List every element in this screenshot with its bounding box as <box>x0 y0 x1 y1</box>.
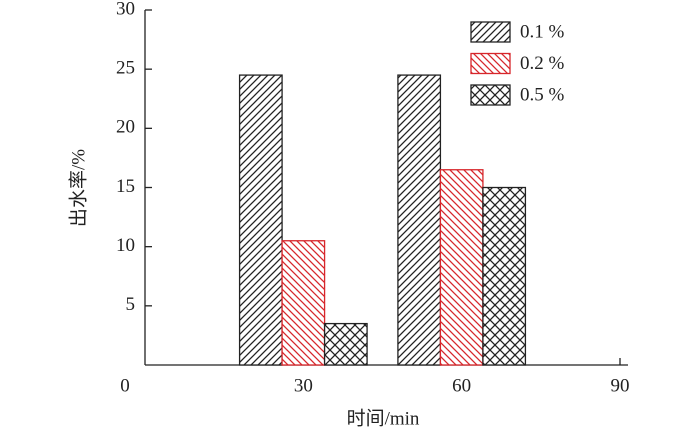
x-tick-label: 30 <box>294 375 313 396</box>
bar <box>482 186 527 366</box>
x-tick-label: 60 <box>452 375 471 396</box>
bar <box>281 240 326 366</box>
y-tick-label: 20 <box>116 117 135 138</box>
y-tick-label: 15 <box>116 176 135 197</box>
x-axis-title: 时间/min <box>347 407 420 429</box>
legend-label: 0.5 % <box>520 84 565 105</box>
legend-label: 0.2 % <box>520 53 565 74</box>
legend-swatch <box>470 84 511 106</box>
legend-label: 0.1 % <box>520 21 565 42</box>
y-tick-label: 5 <box>126 294 136 315</box>
x-tick-label: 90 <box>611 375 630 396</box>
x-tick-label: 0 <box>120 375 130 396</box>
legend-swatch <box>470 21 511 43</box>
bar <box>323 322 368 366</box>
legend-swatch <box>470 52 511 75</box>
y-tick-label: 10 <box>116 235 135 256</box>
bar <box>439 169 484 366</box>
bar <box>238 74 283 366</box>
bar <box>397 74 442 366</box>
y-tick-label: 30 <box>116 0 135 19</box>
y-axis-title: 出水率/% <box>67 149 89 227</box>
y-tick-label: 25 <box>116 58 135 79</box>
